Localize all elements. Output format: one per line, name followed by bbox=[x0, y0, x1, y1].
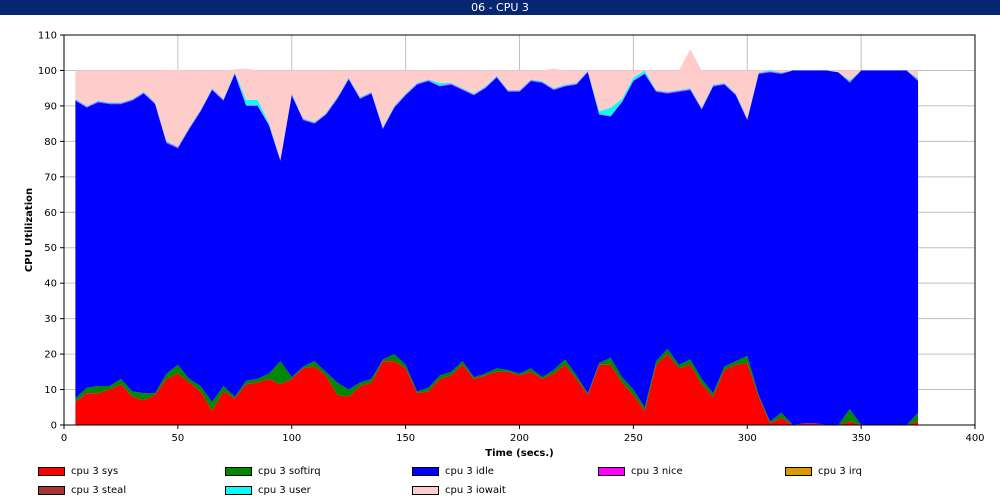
y-tick-label: 100 bbox=[38, 66, 57, 77]
y-tick-label: 60 bbox=[44, 208, 57, 219]
legend-label: cpu 3 user bbox=[258, 485, 311, 496]
series-area-cpu-3-idle bbox=[75, 70, 919, 426]
y-tick-label: 0 bbox=[51, 421, 57, 432]
cpu-utilization-chart: 0 50 100 150 200 250 300 350 400 0 10 20 30 40 50 60 70 8… bbox=[24, 31, 985, 460]
series-area-cpu-3-softirq bbox=[75, 348, 919, 425]
x-tick-label: 300 bbox=[738, 433, 757, 444]
legend-label: cpu 3 iowait bbox=[445, 485, 506, 496]
y-tick-label: 40 bbox=[44, 279, 57, 290]
legend-label: cpu 3 sys bbox=[71, 466, 119, 477]
x-tick-label: 0 bbox=[61, 433, 67, 444]
y-axis-label: CPU Utilization bbox=[24, 188, 35, 272]
legend-swatch bbox=[412, 467, 439, 476]
x-tick-label: 200 bbox=[510, 433, 529, 444]
legend-label: cpu 3 idle bbox=[445, 466, 494, 477]
legend-label: cpu 3 steal bbox=[71, 485, 127, 496]
series-area-cpu-3-iowait bbox=[75, 49, 919, 160]
x-tick-label: 100 bbox=[282, 433, 301, 444]
y-tick-label: 10 bbox=[44, 385, 57, 396]
x-tick-label: 50 bbox=[172, 433, 185, 444]
x-tick-label: 400 bbox=[965, 433, 984, 444]
legend-swatch bbox=[785, 467, 812, 476]
x-tick-label: 150 bbox=[396, 433, 415, 444]
chart-legend: cpu 3 sys cpu 3 softirq cpu 3 idle cpu 3 ni… bbox=[0, 463, 1000, 504]
y-tick-label: 70 bbox=[44, 172, 57, 183]
legend-swatch bbox=[598, 467, 625, 476]
legend-label: cpu 3 softirq bbox=[258, 466, 321, 477]
y-tick-label: 20 bbox=[44, 350, 57, 361]
x-tick-label: 250 bbox=[624, 433, 643, 444]
chart-title: 06 - CPU 3 bbox=[471, 1, 529, 14]
chart-title-bar: 06 - CPU 3 bbox=[0, 0, 1000, 15]
y-tick-label: 30 bbox=[44, 314, 57, 325]
legend-swatch bbox=[38, 486, 65, 495]
series-area-cpu-3-sys bbox=[75, 354, 919, 425]
y-tick-label: 80 bbox=[44, 137, 57, 148]
legend-label: cpu 3 irq bbox=[818, 466, 862, 477]
legend-swatch bbox=[225, 486, 252, 495]
legend-swatch bbox=[225, 467, 252, 476]
legend-label: cpu 3 nice bbox=[631, 466, 683, 477]
y-tick-label: 50 bbox=[44, 243, 57, 254]
x-axis-label: Time (secs.) bbox=[485, 448, 554, 459]
x-tick-label: 350 bbox=[852, 433, 871, 444]
legend-swatch bbox=[38, 467, 65, 476]
y-tick-label: 90 bbox=[44, 101, 57, 112]
y-tick-label: 110 bbox=[38, 31, 57, 42]
legend-swatch bbox=[412, 486, 439, 495]
